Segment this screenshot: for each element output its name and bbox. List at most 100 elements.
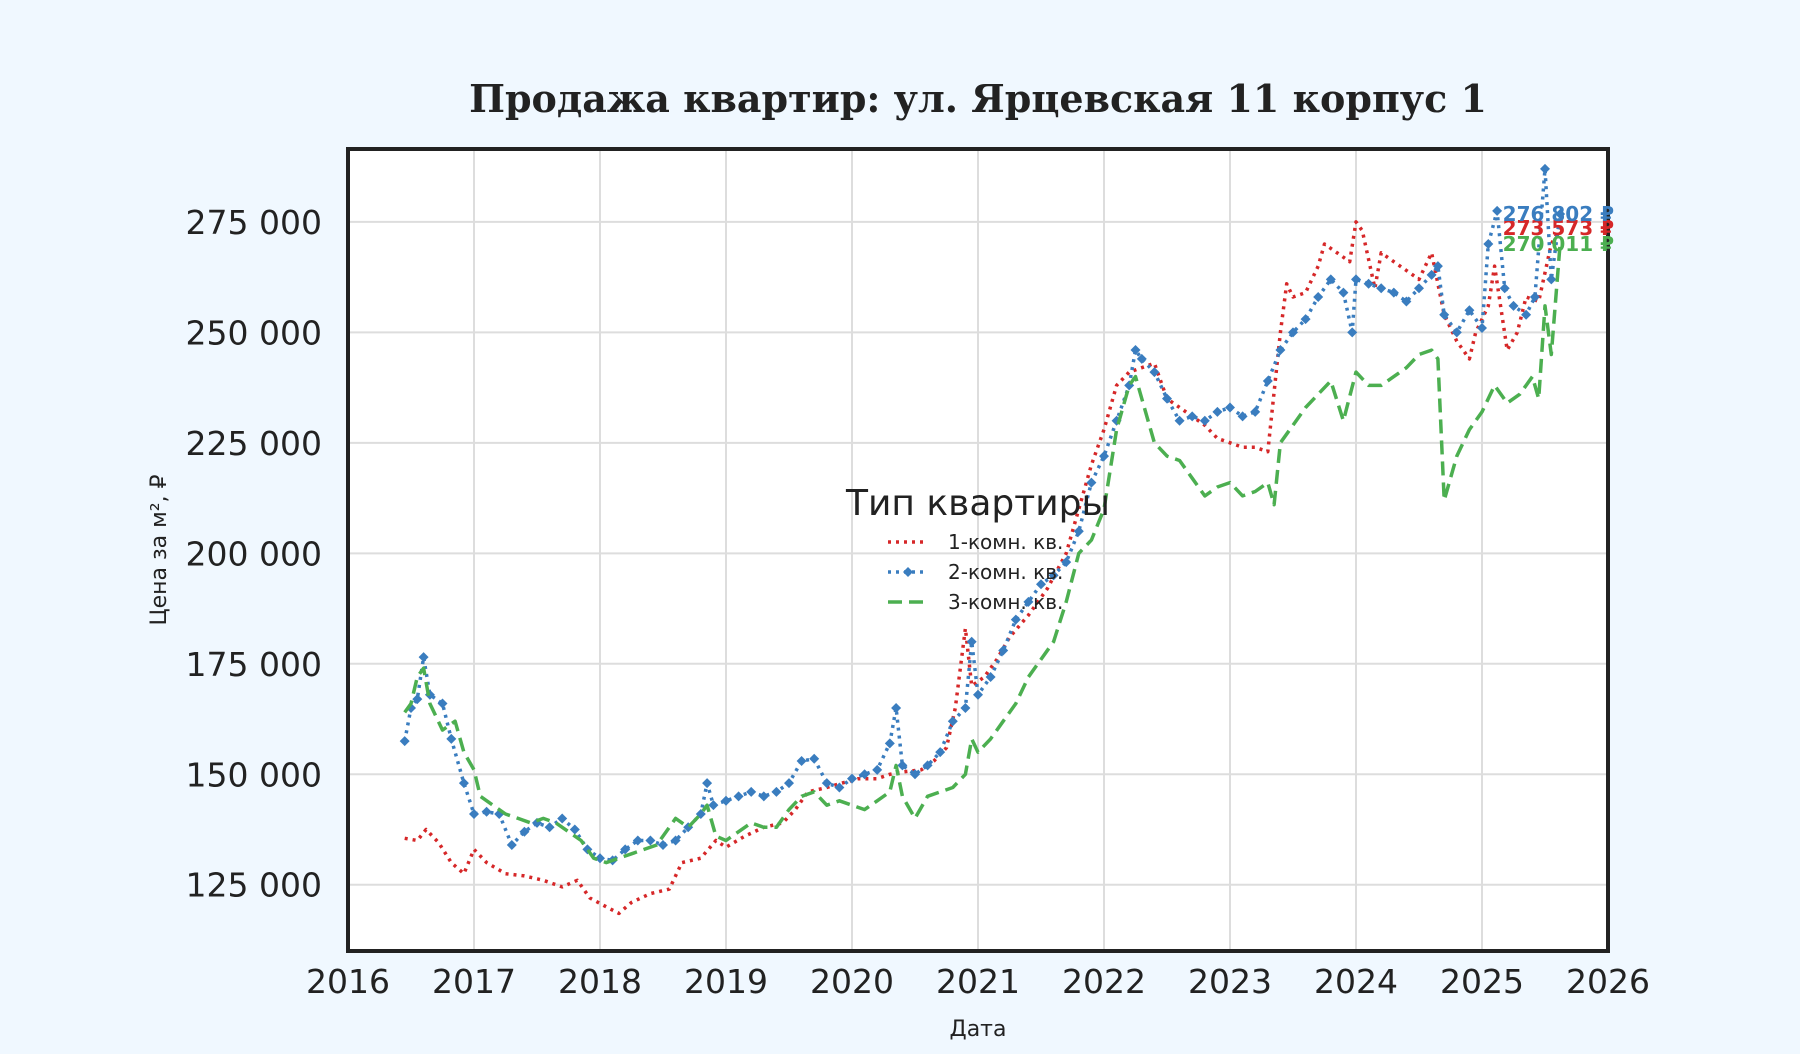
data-point bbox=[1555, 208, 1566, 219]
data-point bbox=[1347, 327, 1358, 338]
data-point bbox=[1225, 402, 1235, 413]
x-tick-label: 2025 bbox=[1440, 962, 1524, 1001]
data-point bbox=[1036, 579, 1046, 590]
x-tick-label: 2016 bbox=[306, 962, 390, 1001]
data-point bbox=[1262, 375, 1273, 386]
data-point bbox=[834, 782, 845, 793]
data-point bbox=[595, 853, 605, 864]
data-point bbox=[1288, 327, 1298, 338]
x-tick-label: 2022 bbox=[1062, 962, 1146, 1001]
data-point bbox=[1363, 278, 1374, 289]
y-tick-label: 200 000 bbox=[186, 534, 322, 573]
data-point bbox=[645, 835, 656, 846]
grid bbox=[347, 149, 1609, 951]
data-point bbox=[1508, 300, 1519, 311]
data-point bbox=[784, 778, 794, 789]
data-point bbox=[796, 755, 807, 766]
y-tick-label: 225 000 bbox=[186, 424, 322, 463]
data-point bbox=[758, 791, 769, 802]
data-point bbox=[1300, 314, 1311, 325]
data-point bbox=[399, 736, 410, 747]
y-tick-label: 250 000 bbox=[186, 313, 322, 352]
data-point bbox=[1439, 309, 1450, 320]
data-point bbox=[859, 769, 870, 780]
data-point bbox=[960, 702, 971, 713]
data-point bbox=[1546, 274, 1557, 285]
y-axis-label: Цена за м², ₽ bbox=[147, 474, 172, 625]
x-tick-label: 2018 bbox=[558, 962, 642, 1001]
data-point bbox=[519, 826, 530, 837]
series-2 bbox=[399, 163, 1566, 866]
data-point bbox=[412, 694, 423, 705]
data-point bbox=[1010, 614, 1021, 625]
data-point bbox=[1338, 287, 1349, 298]
legend-marker bbox=[903, 567, 913, 577]
data-point bbox=[557, 813, 568, 824]
legend-label: 2-комн. кв. bbox=[948, 560, 1063, 584]
data-point bbox=[1130, 345, 1141, 356]
data-point bbox=[458, 778, 469, 789]
data-point bbox=[809, 753, 820, 764]
data-point bbox=[1325, 274, 1336, 285]
data-point bbox=[1073, 526, 1084, 537]
axis-ticks: 2016 2017 2018 2019 2020 2021 2022 2023 2024 2025… bbox=[186, 203, 1650, 1001]
data-point bbox=[1499, 283, 1510, 294]
chart-title: Продажа квартир: ул. Ярцевская 11 корпус… bbox=[469, 76, 1487, 121]
data-point bbox=[1351, 274, 1361, 285]
data-point bbox=[1086, 477, 1097, 488]
legend-label: 3-комн. кв. bbox=[948, 590, 1063, 614]
data-point bbox=[966, 636, 977, 647]
y-tick-label: 125 000 bbox=[186, 866, 322, 905]
end-value-label: 273 573 ₽ bbox=[1503, 216, 1614, 240]
data-point bbox=[998, 645, 1009, 656]
data-point bbox=[506, 839, 517, 850]
data-point bbox=[1149, 367, 1160, 378]
data-point bbox=[733, 791, 744, 802]
data-point bbox=[985, 672, 996, 683]
data-point bbox=[1162, 393, 1172, 404]
data-point bbox=[1451, 327, 1462, 338]
data-point bbox=[1187, 411, 1198, 422]
data-point bbox=[1426, 269, 1437, 280]
data-point bbox=[1174, 415, 1185, 426]
legend-item: 3-комн. кв. bbox=[888, 590, 1063, 614]
data-point bbox=[1540, 163, 1550, 174]
data-point bbox=[620, 844, 631, 855]
legend-label: 1-комн. кв. bbox=[948, 530, 1063, 554]
data-point bbox=[1237, 411, 1248, 422]
data-point bbox=[821, 778, 832, 789]
data-point bbox=[721, 795, 731, 806]
data-point bbox=[1483, 239, 1494, 250]
y-tick-label: 275 000 bbox=[186, 203, 322, 242]
data-point bbox=[1048, 570, 1059, 581]
x-axis-label: Дата bbox=[950, 1017, 1007, 1042]
data-point bbox=[1414, 283, 1424, 294]
x-tick-label: 2017 bbox=[432, 962, 516, 1001]
data-point bbox=[922, 760, 933, 771]
legend: Тип квартиры 1-комн. кв. 2-комн. кв. 3-комн… bbox=[845, 483, 1110, 614]
data-point bbox=[1136, 353, 1147, 364]
series-3 bbox=[403, 243, 1562, 865]
x-tick-label: 2019 bbox=[684, 962, 768, 1001]
data-point bbox=[1529, 292, 1540, 303]
data-point bbox=[1023, 596, 1034, 607]
plot-frame bbox=[346, 147, 1610, 953]
x-tick-label: 2026 bbox=[1566, 962, 1650, 1001]
end-value-label: 270 011 ₽ bbox=[1503, 232, 1614, 256]
end-value-label: 276 802 ₽ bbox=[1503, 202, 1614, 226]
legend-title: Тип квартиры bbox=[845, 483, 1110, 524]
data-point bbox=[702, 778, 713, 789]
data-point bbox=[481, 806, 492, 817]
data-point bbox=[1212, 406, 1223, 417]
series-lines bbox=[399, 163, 1566, 916]
data-point bbox=[872, 764, 883, 775]
data-point bbox=[658, 839, 668, 850]
data-point bbox=[1464, 305, 1475, 316]
data-point bbox=[973, 689, 983, 700]
data-point bbox=[1099, 451, 1109, 462]
data-point bbox=[847, 773, 857, 784]
data-point bbox=[1432, 261, 1443, 272]
x-tick-label: 2021 bbox=[936, 962, 1020, 1001]
